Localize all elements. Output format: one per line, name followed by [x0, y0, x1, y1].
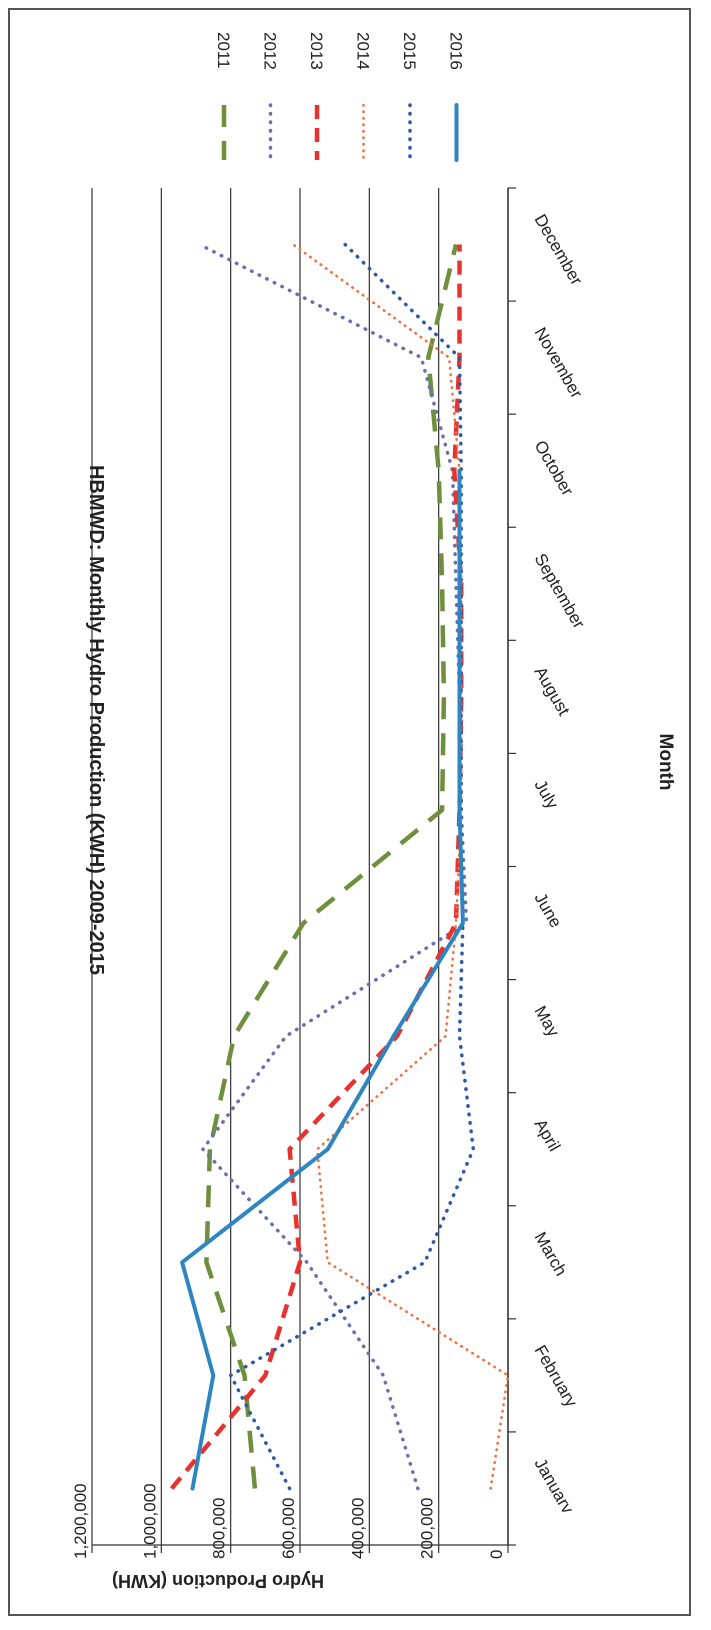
y-tick-label: 400,000 [348, 1498, 367, 1559]
x-tick-label: April [531, 1116, 564, 1155]
chart-frame: 0 200,000 400,000 600,000 800,000 1,000,000 1,… [8, 8, 691, 1616]
legend-label: 2016 [447, 32, 466, 70]
y-tick-label: 200,000 [418, 1498, 437, 1559]
x-tick-label: February [531, 1342, 582, 1411]
series-line-2015 [228, 242, 476, 1491]
x-tick-label: November [531, 324, 587, 402]
legend: 2011 2012 2013 2014 2015 2016 [214, 32, 466, 162]
x-tick-label: July [531, 776, 563, 812]
y-axis-title: Hydro Production (KWH) [112, 1571, 324, 1591]
legend-label: 2012 [261, 32, 280, 70]
series-layer [169, 242, 510, 1491]
chart-title: HBMWD: Monthly Hydro Production (KWH) 20… [85, 465, 107, 975]
x-axis-title: Month [655, 734, 676, 791]
y-tick-label: 0 [487, 1550, 506, 1559]
y-tick-label: 1,200,000 [71, 1483, 90, 1559]
x-tick-label: March [531, 1229, 571, 1279]
y-tick-label: 800,000 [210, 1498, 229, 1559]
y-tick-label: 600,000 [279, 1498, 298, 1559]
x-tick-label: June [531, 890, 566, 931]
x-tick-label: September [531, 550, 589, 632]
legend-label: 2015 [400, 32, 419, 70]
y-tick-labels: 0 200,000 400,000 600,000 800,000 1,000,000 1,… [71, 1483, 506, 1559]
series-line-2014 [291, 243, 510, 1490]
x-tick-labels: Januarv February March April May June July Augu… [531, 211, 589, 1517]
x-tick-label: December [531, 211, 587, 289]
y-tick-label: 1,000,000 [140, 1483, 159, 1559]
series-line-2016 [180, 468, 465, 1491]
x-tick-label: Januarv [531, 1455, 578, 1517]
series-line-2013 [169, 244, 464, 1490]
chart-svg: 0 200,000 400,000 600,000 800,000 1,000,000 1,… [71, 32, 676, 1591]
legend-label: 2011 [214, 32, 233, 69]
x-tick-label: May [531, 1003, 564, 1041]
grid-layer [91, 187, 516, 1553]
legend-label: 2013 [307, 32, 326, 70]
series-line-2012 [197, 242, 469, 1491]
x-tick-label: October [531, 437, 578, 499]
x-tick-label: August [531, 663, 574, 719]
legend-label: 2014 [354, 32, 373, 70]
series-line-2011 [204, 243, 459, 1489]
